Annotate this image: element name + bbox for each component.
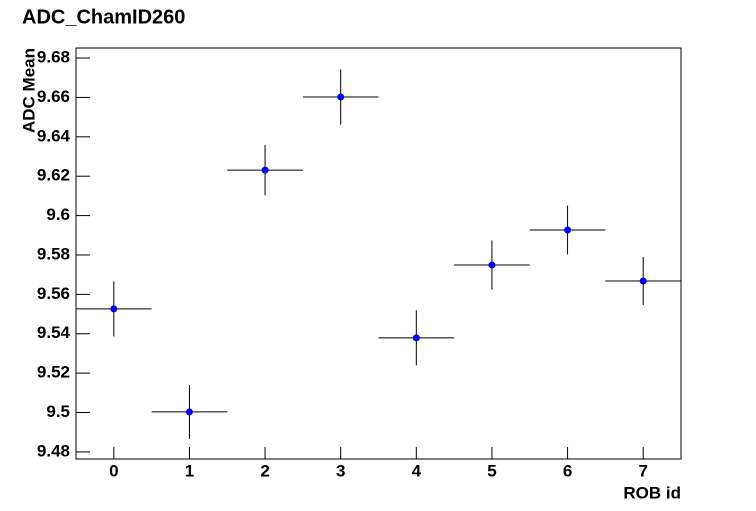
y-tick-label: 9.54 [37,323,71,342]
x-axis-label: ROB id [623,483,681,502]
y-tick-label: 9.58 [37,244,70,263]
x-tick-label: 6 [563,461,572,480]
y-axis-label: ADC Mean [19,48,38,133]
y-tick-label: 9.48 [37,441,70,460]
chart-title: ADC_ChamID260 [22,6,185,28]
y-tick-label: 9.52 [37,363,70,382]
x-tick-label: 3 [336,461,345,480]
x-tick-label: 5 [487,461,496,480]
x-tick-label: 1 [185,461,194,480]
data-point [110,305,118,313]
x-tick-label: 0 [109,461,118,480]
data-point [488,261,496,269]
data-point [564,226,572,234]
y-tick-label: 9.56 [37,284,70,303]
data-point [639,277,647,285]
data-point [412,334,420,342]
y-tick-label: 9.62 [37,166,70,185]
plot-frame [75,47,682,460]
y-tick-label: 9.6 [46,205,70,224]
data-point [261,166,269,174]
y-tick-label: 9.68 [37,48,70,67]
y-tick-label: 9.66 [37,87,70,106]
data-point [337,93,345,101]
x-tick-label: 2 [260,461,269,480]
data-point [185,408,193,416]
x-tick-label: 4 [412,461,422,480]
y-tick-label: 9.64 [37,126,71,145]
x-tick-label: 7 [638,461,647,480]
y-tick-label: 9.5 [46,402,70,421]
